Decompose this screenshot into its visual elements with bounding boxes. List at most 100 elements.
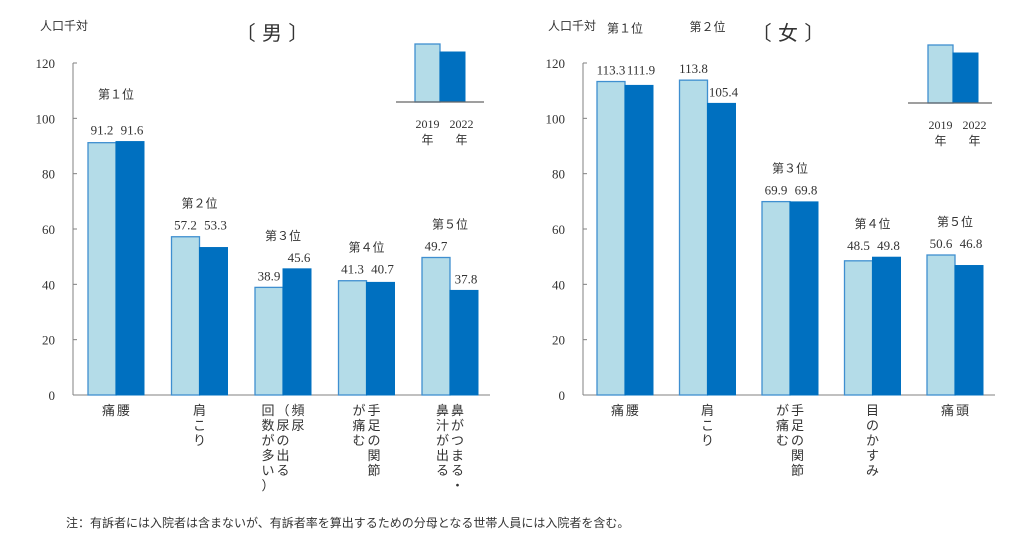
male-y-tick-label: 120 [36,56,56,71]
female-legend-suffix-2022: 年 [968,134,980,148]
female-y-tick-label: 100 [546,111,566,126]
male-category-label-char: 尿 [276,419,289,434]
male-category-label-char: 多 [261,448,274,464]
male-category-label-char: る [276,464,289,479]
male-y-tick-label: 20 [42,333,55,348]
male-bar-2019 [337,280,368,396]
male-rank-label: 第１位 [98,87,134,102]
female-y-tick-label: 60 [552,222,565,237]
female-category-label-char: 痛 [611,403,624,419]
male-category-label-char: つ [451,434,464,449]
male-legend-suffix-2019: 年 [421,133,433,147]
male-data-label-2022: 40.7 [371,262,394,277]
female-data-label-2022: 111.9 [627,63,655,78]
male-rank-label: 第３位 [265,228,301,243]
female-legend-swatch-2019 [927,44,954,104]
male-legend-swatch-2019 [414,43,441,103]
female-data-label-2019: 113.8 [679,61,708,76]
male-bar-2022 [449,289,479,396]
female-category-label-char: の [791,434,804,449]
female-chart-title: 〔 女 〕 [752,21,825,45]
male-category-label-char: り [193,434,206,449]
female-category-label-char: す [866,449,879,464]
female-rank-label: 第１位 [607,21,643,36]
female-category-label-char: こ [701,419,714,434]
female-data-label-2019: 69.9 [765,183,788,198]
male-bar-2022 [115,141,145,396]
male-category-label-char: 回 [261,404,274,419]
male-y-unit-label: 人口千対 [40,19,88,33]
female-legend-label-2019: 2019 [929,118,953,132]
male-category-label-char: む [352,434,365,449]
female-bar-2019 [678,79,709,396]
footnote: 注：有訴者には入院者は含まないが、有訴者率を算出するための分母となる世帯人員には… [66,516,630,530]
female-bar-2022 [872,256,901,396]
male-y-tick-label: 40 [42,277,55,292]
male-category-label-char: が [261,434,274,449]
female-category-label-char: 肩 [701,403,714,419]
female-category-label-char: む [776,434,789,449]
male-bar-2022 [199,247,228,396]
male-rank-label: 第４位 [348,240,384,255]
male-category-label-char: 肩 [193,403,206,419]
female-data-label-2019: 50.6 [930,236,953,251]
female-data-label-2022: 105.4 [709,84,739,99]
male-category-label-char: ま [451,449,464,464]
female-bar-2019 [926,254,956,396]
male-data-label-2019: 91.2 [91,123,114,138]
male-category-label-char: る [436,464,449,479]
female-legend-suffix-2019: 年 [934,134,946,148]
female-category-label-char: 痛 [941,403,954,419]
male-rank-label: 第５位 [432,216,468,231]
female-category-label-char: み [866,464,879,479]
female-bar-2022 [624,84,654,396]
male-category-label-char: 関 [367,449,380,464]
male-data-label-2022: 91.6 [121,123,144,138]
female-rank-label: 第３位 [772,161,808,176]
female-y-tick-label: 0 [559,388,566,403]
male-legend-label-2022: 2022 [450,117,474,131]
female-category-label-char: が [776,404,789,419]
male-category-label-char: 鼻 [436,403,449,419]
male-legend-suffix-2022: 年 [455,133,467,147]
male-category-label-char: い [261,464,274,479]
male-bar-2019 [87,142,117,396]
male-data-label-2022: 37.8 [455,271,478,286]
male-category-label-char: こ [193,419,206,434]
female-bar-2022 [789,201,819,396]
male-data-label-2019: 49.7 [425,238,448,253]
female-data-label-2019: 48.5 [847,238,870,253]
male-category-label-char: の [367,434,380,449]
male-category-label-char: ） [261,479,274,494]
female-rank-label: 第２位 [689,19,725,34]
male-category-label-char: 鼻 [451,403,464,419]
male-category-label-char: 手 [367,404,380,419]
female-category-label-char: 関 [791,449,804,464]
male-data-label-2019: 38.9 [258,268,281,283]
male-y-tick-label: 0 [49,388,56,403]
male-bar-2019 [254,286,284,396]
female-y-tick-label: 80 [552,167,565,182]
female-category-label-char: り [701,434,714,449]
male-data-label-2022: 45.6 [288,250,311,265]
female-data-label-2022: 69.8 [795,183,818,198]
female-category-label-char: の [866,419,879,434]
male-category-label-char: 痛 [102,403,115,419]
male-data-label-2022: 53.3 [204,218,227,233]
female-bar-2019 [596,80,626,396]
male-bar-2022 [282,268,312,396]
female-bar-2019 [843,260,874,396]
male-category-label-char: 出 [436,449,449,464]
male-legend-swatch-2022 [439,51,466,103]
male-rank-label: 第２位 [181,196,217,211]
female-category-label-char: 痛 [776,418,789,434]
female-rank-label: 第４位 [854,216,890,231]
female-bar-2022 [954,265,984,396]
male-y-tick-label: 100 [36,111,56,126]
male-category-label-char: が [436,434,449,449]
female-y-tick-label: 40 [552,277,565,292]
male-category-label-char: の [276,434,289,449]
male-bar-2019 [421,256,451,396]
male-category-label-char: が [352,404,365,419]
